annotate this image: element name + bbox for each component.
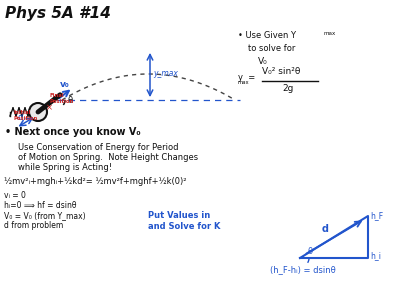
Text: v₀: v₀ [60, 80, 70, 89]
Text: Initial
Position: Initial Position [14, 110, 38, 121]
Text: hᵢ=0 ⟹ hf = dsinθ: hᵢ=0 ⟹ hf = dsinθ [4, 201, 77, 210]
Text: Final
Position: Final Position [50, 93, 74, 104]
Text: θ: θ [307, 247, 312, 256]
Text: of Motion on Spring.  Note Height Changes: of Motion on Spring. Note Height Changes [18, 153, 198, 162]
Text: vᵢ = 0: vᵢ = 0 [4, 191, 26, 200]
Text: to solve for: to solve for [248, 44, 295, 53]
Text: • Next once you know V₀: • Next once you know V₀ [5, 127, 141, 137]
Text: • Use Given Y: • Use Given Y [238, 31, 296, 40]
Text: while Spring is Acting!: while Spring is Acting! [18, 163, 112, 172]
Text: max: max [238, 80, 249, 85]
Text: Use Conservation of Energy for Period: Use Conservation of Energy for Period [18, 143, 179, 152]
Text: ×: × [46, 103, 53, 112]
Text: y  =: y = [238, 73, 255, 82]
Text: (h_F-hᵢ) = dsinθ: (h_F-hᵢ) = dsinθ [270, 265, 336, 274]
Circle shape [29, 103, 47, 121]
Text: and Solve for K: and Solve for K [148, 222, 220, 231]
Text: h_i: h_i [370, 251, 381, 260]
Text: ½mv²ᵢ+mghᵢ+½kd²= ½mv²f+mghf+½k(0)²: ½mv²ᵢ+mghᵢ+½kd²= ½mv²f+mghf+½k(0)² [4, 177, 186, 186]
Text: 2g: 2g [282, 84, 293, 93]
Text: max: max [324, 31, 336, 36]
Text: Phys 5A #14: Phys 5A #14 [5, 6, 111, 21]
Text: d: d [322, 224, 329, 234]
Text: V₀: V₀ [258, 57, 268, 66]
Text: h_F: h_F [370, 211, 383, 220]
Text: Put Values in: Put Values in [148, 211, 210, 220]
Text: y_max: y_max [153, 69, 178, 78]
Text: d: d [18, 113, 23, 122]
Text: V₀ = V₀ (from Y_max): V₀ = V₀ (from Y_max) [4, 211, 85, 220]
Text: d from problem: d from problem [4, 221, 63, 230]
Text: θ: θ [67, 96, 72, 105]
Text: V₀² sin²θ: V₀² sin²θ [262, 67, 301, 76]
